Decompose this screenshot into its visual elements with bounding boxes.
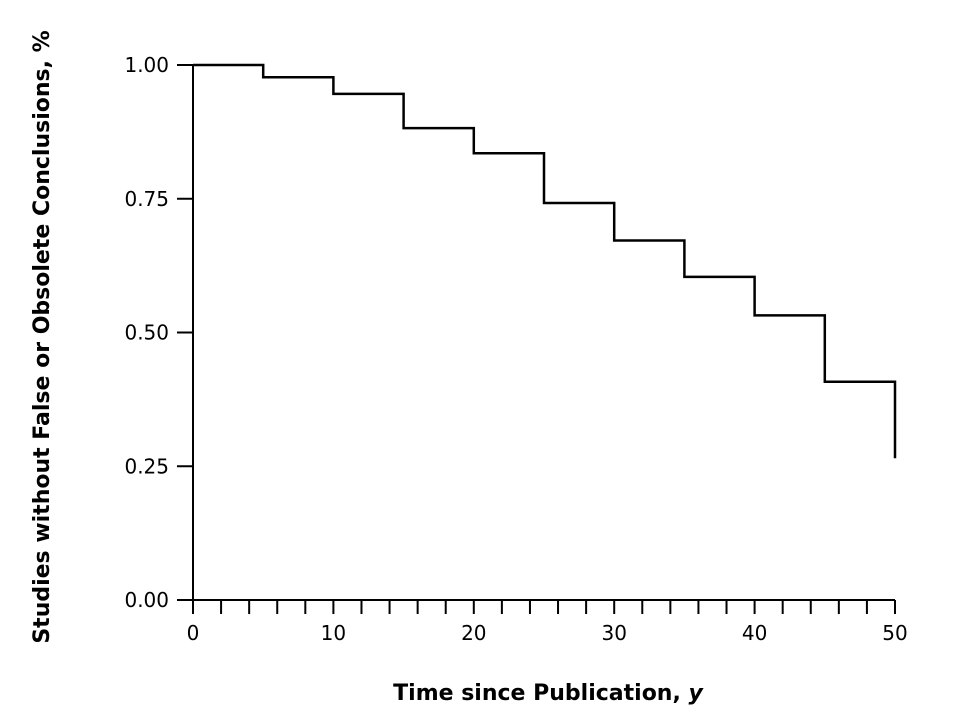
plot-area	[193, 63, 897, 459]
x-tick-label: 40	[742, 621, 767, 645]
x-axis-title-main: Time since Publication,	[393, 681, 688, 706]
x-axis-title: Time since Publication, y	[393, 681, 704, 706]
y-tick-label: 0.00	[124, 588, 169, 612]
y-tick-label: 1.00	[124, 53, 169, 77]
y-axis: 0.00 0.25 0.50 0.75 1.00	[124, 53, 194, 612]
y-tick-label: 0.25	[124, 454, 169, 478]
x-tick-label: 20	[461, 621, 486, 645]
y-tick-label: 0.75	[124, 187, 169, 211]
y-axis-title: Studies without False or Obsolete Conclu…	[30, 30, 55, 643]
x-axis: 0 10 20 30 40 50	[187, 599, 908, 645]
x-tick-label: 0	[187, 621, 200, 645]
x-tick-label: 30	[601, 621, 626, 645]
survival-step-line	[193, 63, 897, 459]
y-tick-label: 0.50	[124, 321, 169, 345]
x-axis-title-unit: y	[688, 681, 704, 706]
x-tick-label: 10	[321, 621, 346, 645]
x-tick-label: 50	[882, 621, 907, 645]
